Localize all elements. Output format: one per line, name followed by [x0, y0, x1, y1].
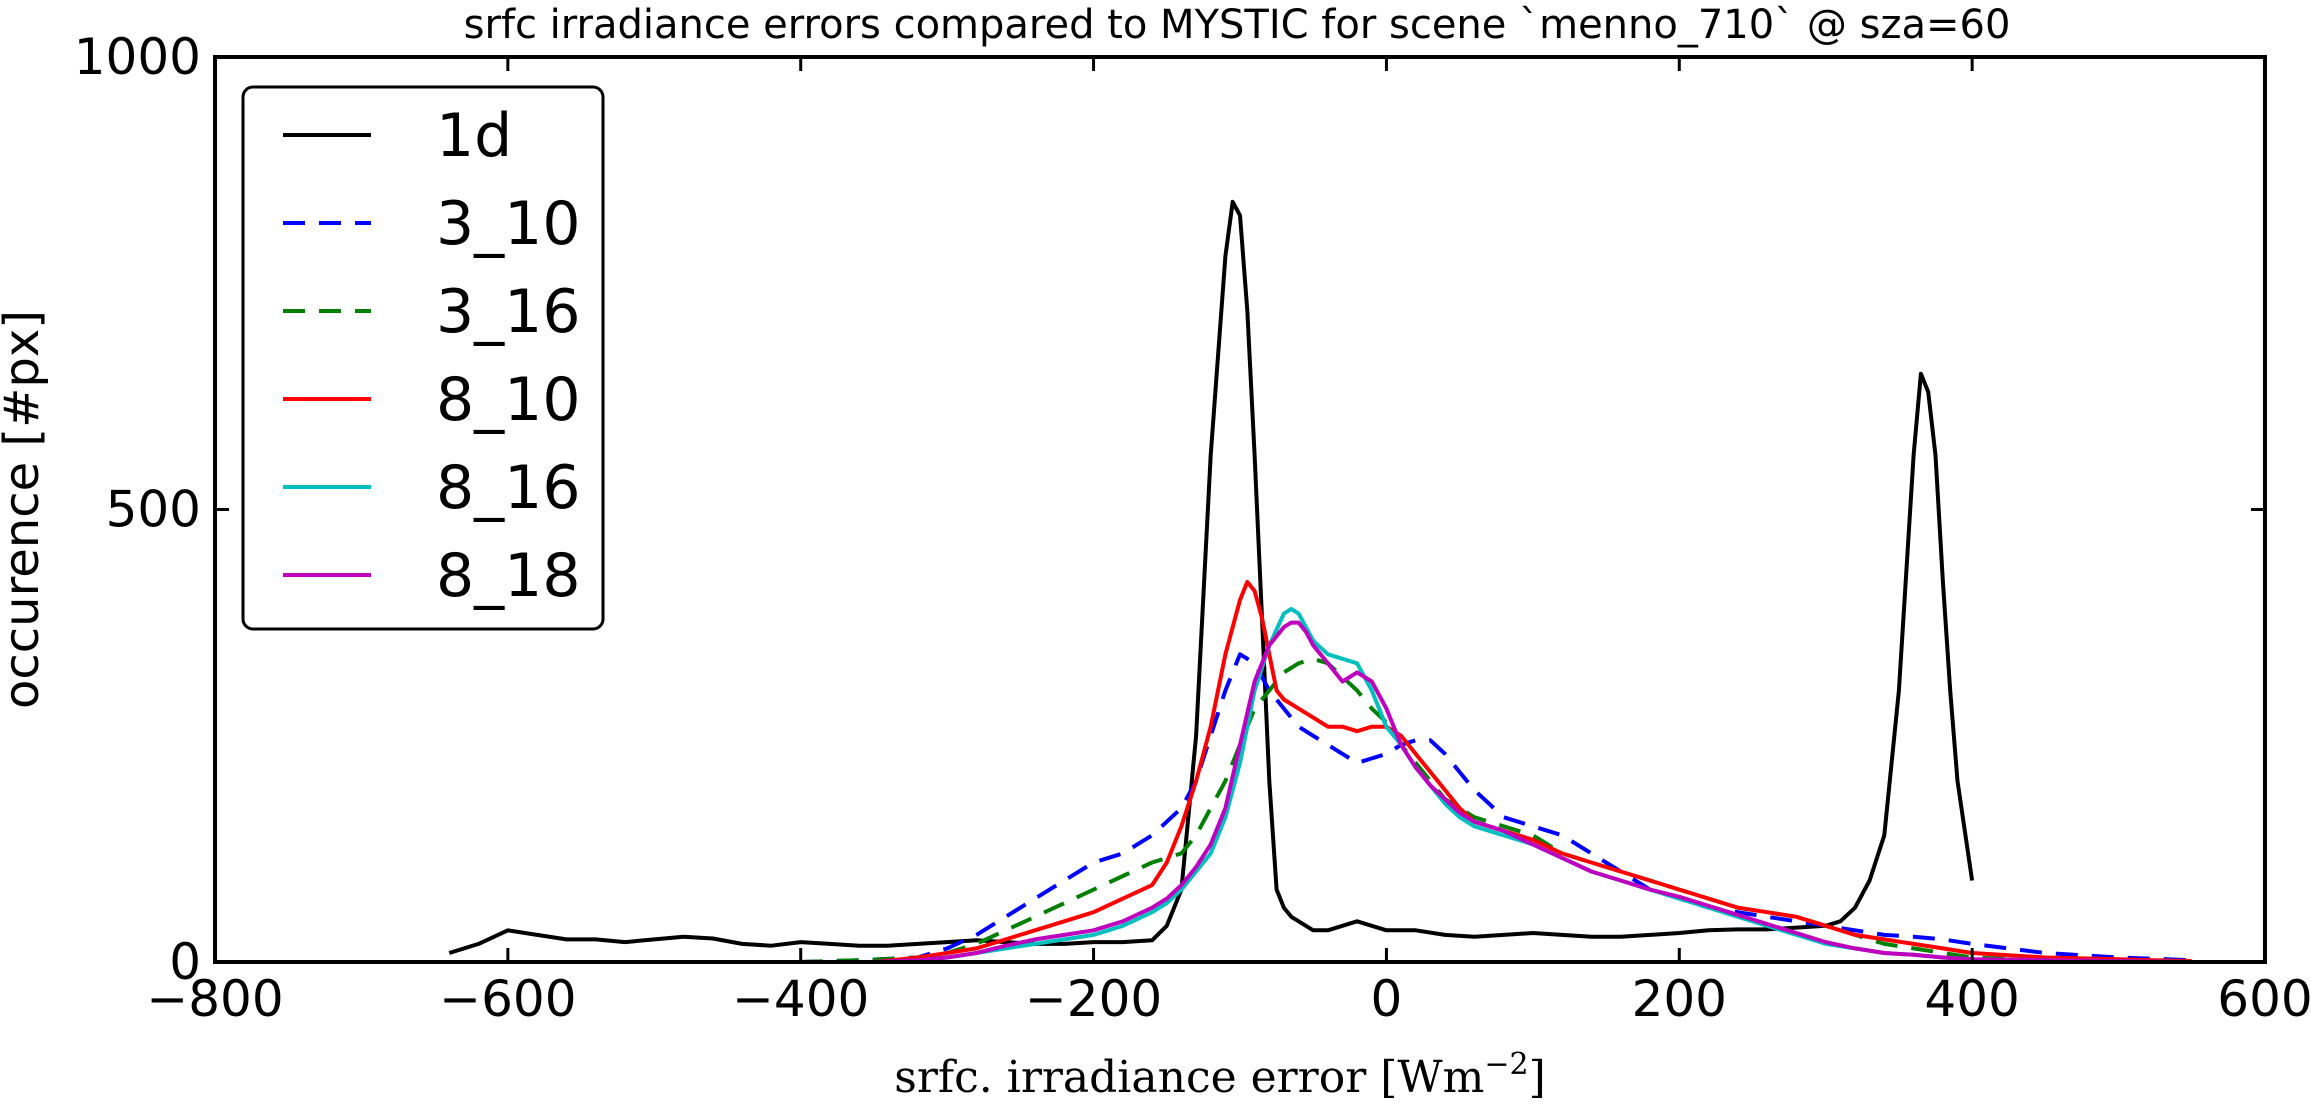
x-tick-label: −800 — [146, 970, 283, 1028]
series-line-8_10 — [873, 579, 2192, 964]
x-tick-label: 400 — [1924, 970, 2019, 1028]
x-tick-label: −400 — [732, 970, 869, 1028]
legend-label-1d: 1d — [436, 101, 512, 171]
x-tick-label: −200 — [1025, 970, 1162, 1028]
series-layer — [448, 199, 2192, 964]
x-tick-label: 0 — [1371, 970, 1403, 1028]
legend-label-8_18: 8_18 — [436, 541, 581, 611]
y-tick-label: 0 — [169, 933, 201, 991]
chart-title: srfc irradiance errors compared to MYSTI… — [464, 2, 2011, 48]
x-axis-label-main: srfc. irradiance error [Wm — [894, 1052, 1484, 1103]
series-line-1d — [448, 199, 1975, 955]
x-tick-label: −600 — [439, 970, 576, 1028]
x-axis-label-sup: −2 — [1484, 1047, 1528, 1082]
x-tick-label: 200 — [1632, 970, 1727, 1028]
y-tick-label: 1000 — [74, 28, 201, 86]
y-tick-label: 500 — [106, 481, 201, 539]
legend-label-3_16: 3_16 — [436, 277, 581, 347]
series-line-3_10 — [800, 652, 2192, 964]
series-line-8_16 — [873, 607, 2192, 964]
ticks-layer: −800 −600 −400 −200 0 200 400 600 0 500 1000 — [74, 28, 2311, 1028]
x-axis-label-end: ] — [1529, 1052, 1546, 1103]
series-line-8_18 — [873, 620, 2192, 964]
legend-label-8_16: 8_16 — [436, 453, 581, 523]
legend-label-8_10: 8_10 — [436, 365, 581, 435]
legend: 1d 3_10 3_16 8_10 8_16 8_18 — [241, 85, 605, 631]
x-axis-label: srfc. irradiance error [Wm−2] — [894, 1047, 1546, 1103]
y-axis-label: occurence [#px] — [0, 310, 50, 709]
x-tick-label: 600 — [2217, 970, 2311, 1028]
legend-label-3_10: 3_10 — [436, 189, 581, 259]
